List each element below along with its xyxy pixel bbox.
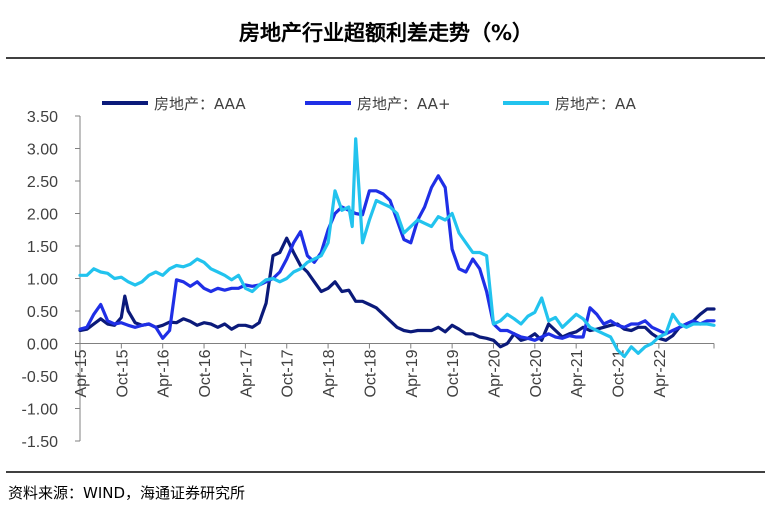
x-tick-label: Oct-18 [362,349,379,397]
y-tick-label: 1.50 [27,239,58,256]
y-tick-label: 3.00 [27,142,58,159]
x-tick-label: Apr-17 [238,349,255,397]
x-tick-label: Apr-18 [321,349,338,397]
x-tick-label: Oct-20 [528,349,545,397]
chart-title: 房地产行业超额利差走势（%） [239,21,533,45]
legend-label-3: 房地产：AA [555,95,637,113]
x-tick-label: Oct-17 [280,349,297,397]
x-tick-label: Oct-16 [197,349,214,397]
x-tick-label: Oct-21 [611,349,628,397]
y-tick-label: 2.00 [27,207,58,224]
x-tick-label: Apr-21 [569,349,586,397]
x-tick-label: Apr-19 [404,349,421,397]
y-tick-label: -1.50 [22,434,59,451]
series-line-1 [78,236,716,349]
legend-label-1: 房地产：AAA [154,95,246,113]
series-line-2 [78,174,716,342]
source-note: 资料来源：WIND，海通证券研究所 [8,484,245,502]
x-tick-label: Apr-22 [652,349,669,397]
y-tick-label: 1.00 [27,272,58,289]
x-tick-label: Oct-19 [445,349,462,397]
x-tick-label: Apr-20 [486,349,503,397]
series-line-3 [78,137,716,359]
x-tick-label: Oct-15 [114,349,131,397]
y-tick-label: -0.50 [22,369,59,386]
x-axis: Apr-15 Oct-15 Apr-16 Oct-16 Apr-17 Oct-17 Apr-… [73,343,715,398]
y-tick-label: 0.50 [27,304,58,321]
y-tick-label: 3.50 [27,109,58,126]
x-tick-label: Apr-15 [73,349,90,397]
y-tick-label: 0.00 [27,337,58,354]
y-axis: 3.50 3.00 2.50 2.00 1.50 1.00 0.50 0.00 -0.50 -1.… [22,109,81,451]
y-tick-label: -1.00 [22,402,59,419]
plot-area [78,137,716,359]
legend-label-2: 房地产：AA+ [357,95,451,113]
chart-legend: 房地产：AAA 房地产：AA+ 房地产：AA [102,95,637,113]
x-tick-label: Apr-16 [156,349,173,397]
y-tick-label: 2.50 [27,174,58,191]
